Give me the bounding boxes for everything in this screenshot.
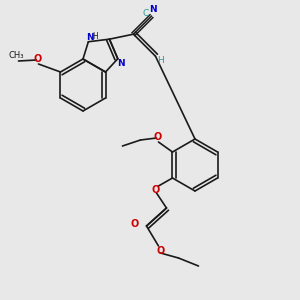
- Text: N: N: [117, 59, 124, 68]
- Text: N: N: [148, 5, 156, 14]
- Text: N: N: [86, 33, 94, 42]
- Text: CH₃: CH₃: [9, 52, 24, 61]
- Text: H: H: [92, 32, 98, 41]
- Text: H: H: [157, 56, 164, 65]
- Text: O: O: [152, 185, 160, 195]
- Text: O: O: [156, 246, 165, 256]
- Text: O: O: [33, 54, 42, 64]
- Text: O: O: [130, 219, 139, 229]
- Text: C: C: [142, 9, 148, 18]
- Text: O: O: [153, 132, 162, 142]
